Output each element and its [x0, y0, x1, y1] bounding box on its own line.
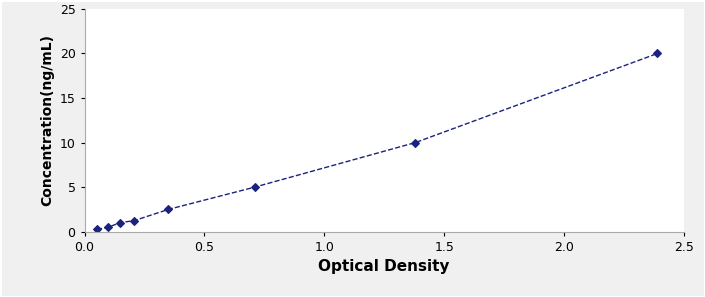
Y-axis label: Concentration(ng/mL): Concentration(ng/mL) — [40, 34, 54, 206]
X-axis label: Optical Density: Optical Density — [319, 259, 450, 274]
